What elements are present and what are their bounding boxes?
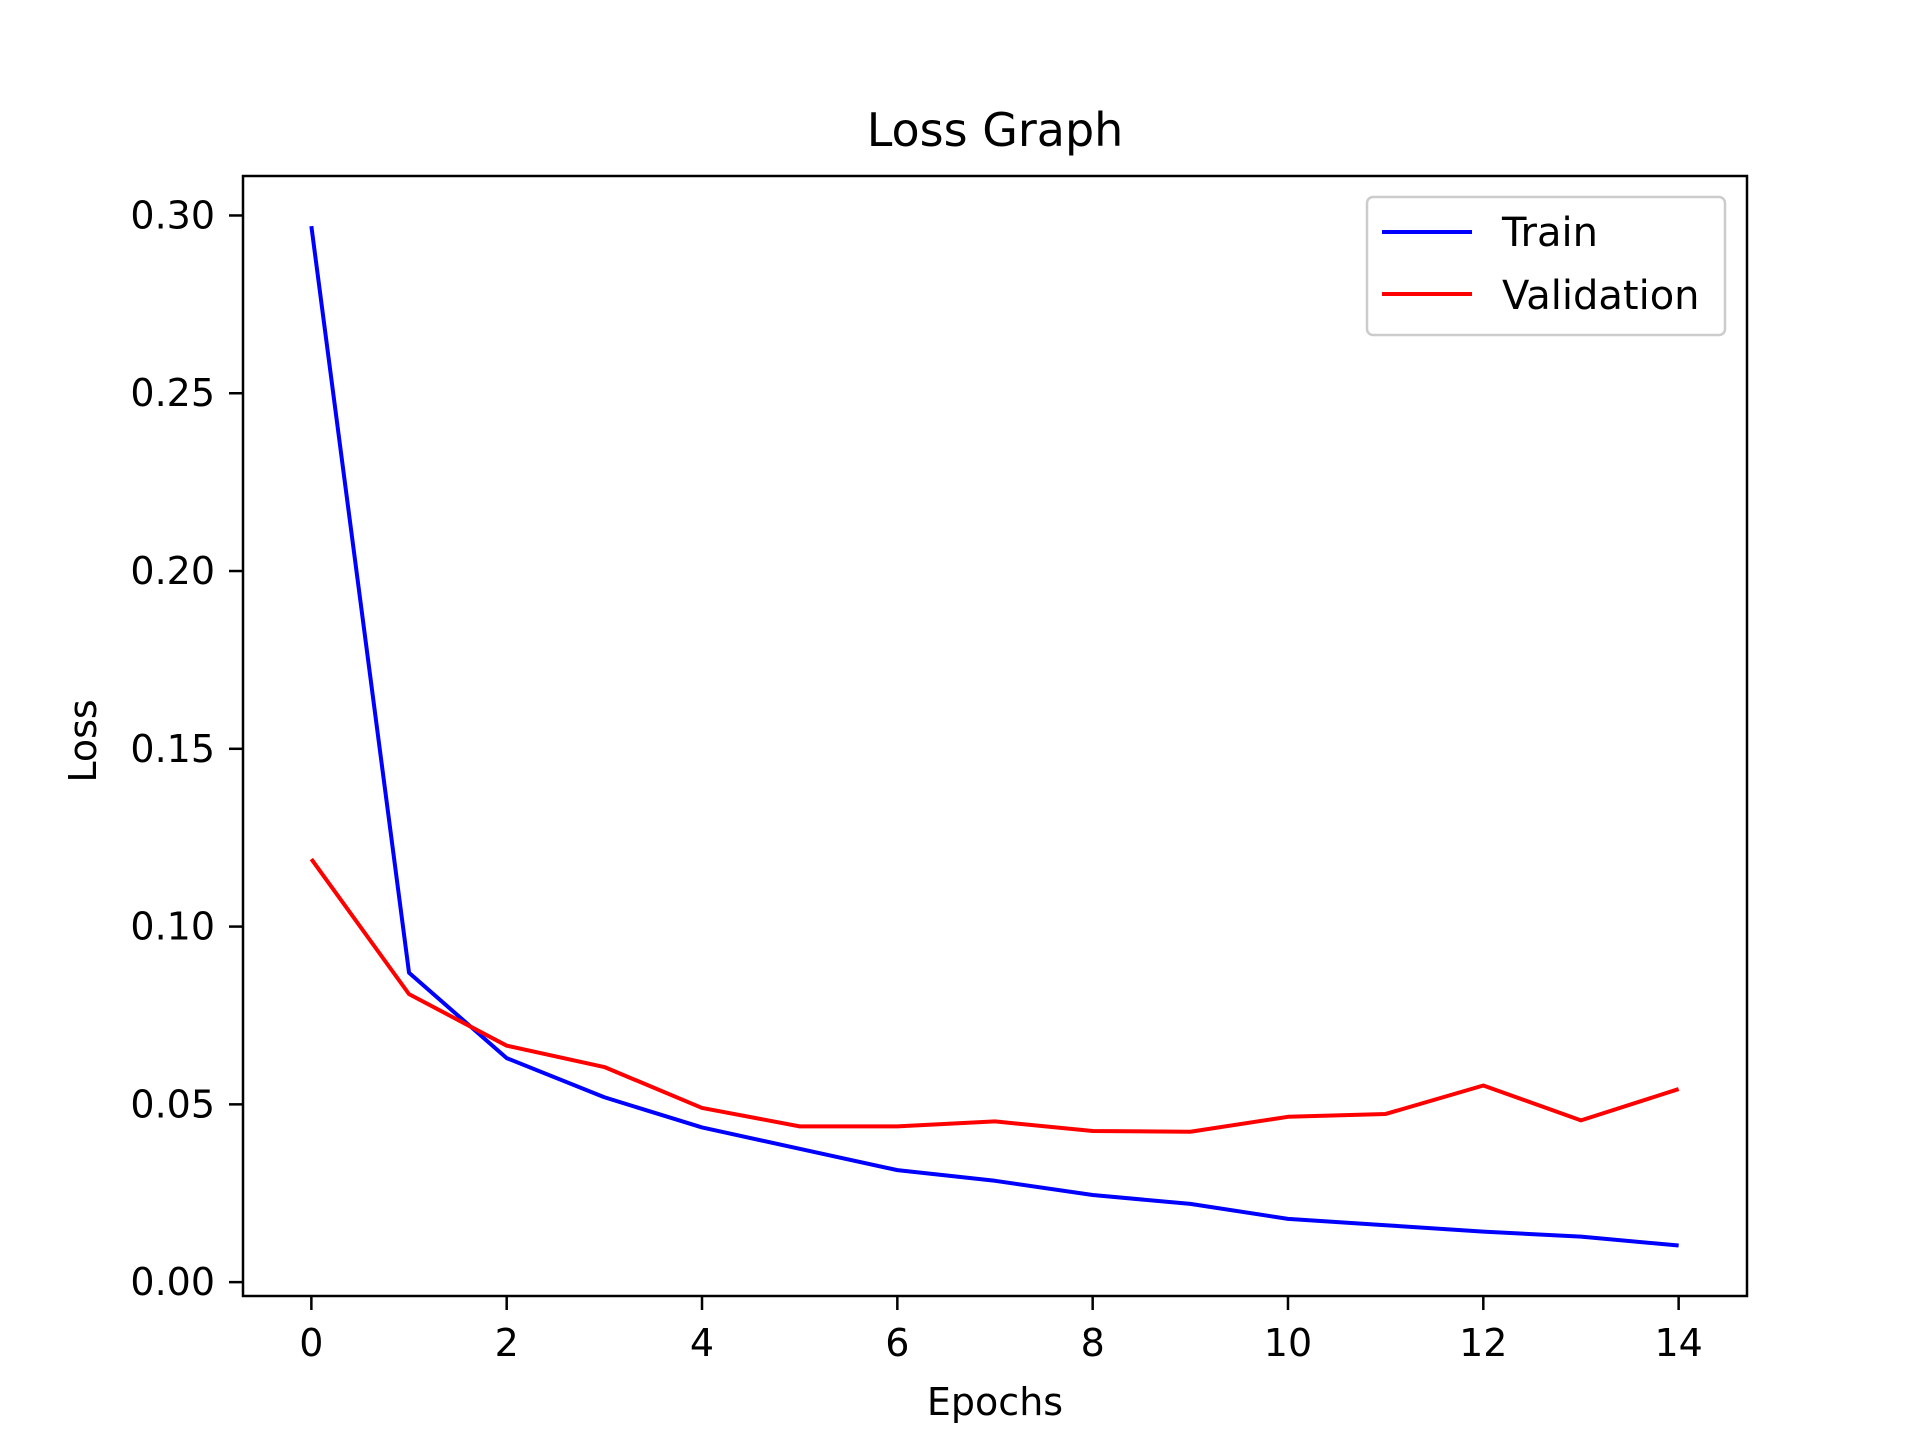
x-tick-label: 14 — [1654, 1321, 1702, 1365]
series-line-validation — [309, 857, 1680, 1134]
series-line-train — [309, 225, 1679, 1248]
x-axis-ticks: 0 2 4 6 8 10 12 14 — [299, 1296, 1703, 1365]
data-point-train — [1092, 1194, 1094, 1196]
data-point-train — [799, 1148, 801, 1150]
data-point-validation — [1580, 1119, 1582, 1121]
data-point-train — [1287, 1218, 1289, 1220]
plot-area-frame — [241, 174, 1749, 1298]
data-point-validation — [1287, 1116, 1289, 1118]
data-point-train — [1678, 1245, 1680, 1247]
x-tick-label: 12 — [1459, 1321, 1507, 1365]
y-tick-label: 0.05 — [130, 1082, 215, 1126]
chart-title: Loss Graph — [867, 103, 1124, 157]
data-point-validation — [1189, 1131, 1191, 1133]
x-axis-label: Epochs — [927, 1380, 1063, 1424]
data-point-validation — [701, 1107, 703, 1109]
data-point-train — [994, 1180, 996, 1182]
data-point-validation — [1482, 1085, 1484, 1087]
data-point-validation — [506, 1045, 508, 1047]
data-point-train — [1580, 1236, 1582, 1238]
legend: Train Validation — [1365, 195, 1727, 337]
data-point-validation — [1678, 1088, 1680, 1090]
x-tick-label: 4 — [690, 1321, 714, 1365]
y-axis-label: Loss — [61, 699, 105, 782]
data-point-validation — [408, 993, 410, 995]
legend-label-validation: Validation — [1502, 273, 1700, 319]
x-tick-label: 8 — [1081, 1321, 1105, 1365]
data-point-validation — [603, 1066, 605, 1068]
y-tick-label: 0.30 — [130, 193, 215, 237]
series-lines — [309, 225, 1680, 1248]
data-point-validation — [310, 858, 312, 860]
data-point-train — [1385, 1224, 1387, 1226]
data-point-train — [896, 1169, 898, 1171]
data-point-validation — [994, 1120, 996, 1122]
data-point-train — [310, 225, 312, 227]
data-point-train — [701, 1126, 703, 1128]
y-axis-ticks: 0.00 0.05 0.10 0.15 0.20 0.25 0.30 — [130, 193, 243, 1304]
y-tick-label: 0.20 — [130, 549, 215, 593]
y-tick-label: 0.25 — [130, 371, 215, 415]
data-point-train — [506, 1057, 508, 1059]
data-point-validation — [799, 1125, 801, 1127]
y-tick-label: 0.00 — [130, 1260, 215, 1304]
data-point-train — [1482, 1231, 1484, 1233]
data-point-train — [603, 1096, 605, 1098]
data-point-train — [1189, 1203, 1191, 1205]
data-point-validation — [896, 1125, 898, 1127]
data-point-validation — [1385, 1113, 1387, 1115]
x-tick-label: 0 — [299, 1321, 323, 1365]
data-point-train — [408, 972, 410, 974]
y-tick-label: 0.15 — [130, 727, 215, 771]
legend-label-train: Train — [1501, 210, 1598, 256]
x-tick-label: 10 — [1264, 1321, 1312, 1365]
x-tick-label: 6 — [885, 1321, 909, 1365]
y-tick-label: 0.10 — [130, 905, 215, 949]
data-point-validation — [1092, 1130, 1094, 1132]
x-tick-label: 2 — [495, 1321, 519, 1365]
